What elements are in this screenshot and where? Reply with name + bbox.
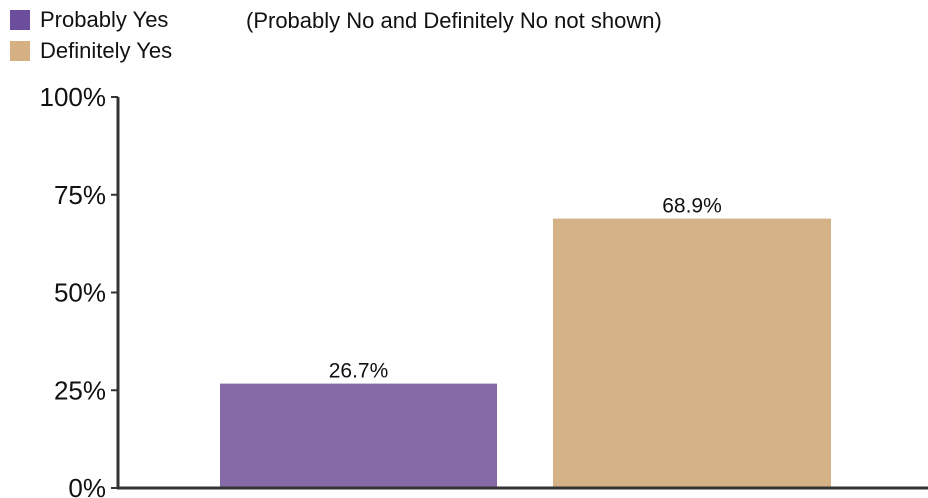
chart-note: (Probably No and Definitely No not shown… — [246, 8, 662, 33]
value-label-definitely-yes: 68.9% — [662, 195, 722, 218]
y-tick-label-100: 100% — [40, 82, 107, 112]
legend-label-probably-yes: Probably Yes — [40, 6, 169, 32]
legend-swatch-definitely-yes — [10, 40, 30, 61]
legend-item-probably-yes: Probably Yes — [10, 4, 172, 35]
y-tick-label-25: 25% — [54, 375, 106, 405]
y-tick-label-75: 75% — [54, 180, 106, 210]
value-label-probably-yes: 26.7% — [329, 360, 389, 383]
legend: Probably Yes Definitely Yes — [10, 4, 172, 66]
bar-probably-yes — [220, 383, 497, 488]
legend-item-definitely-yes: Definitely Yes — [10, 35, 172, 66]
y-tick-label-50: 50% — [54, 278, 106, 308]
legend-swatch-probably-yes — [10, 9, 30, 30]
y-tick-label-0: 0% — [68, 473, 106, 498]
legend-label-definitely-yes: Definitely Yes — [40, 37, 173, 63]
bar-definitely-yes — [553, 218, 831, 488]
